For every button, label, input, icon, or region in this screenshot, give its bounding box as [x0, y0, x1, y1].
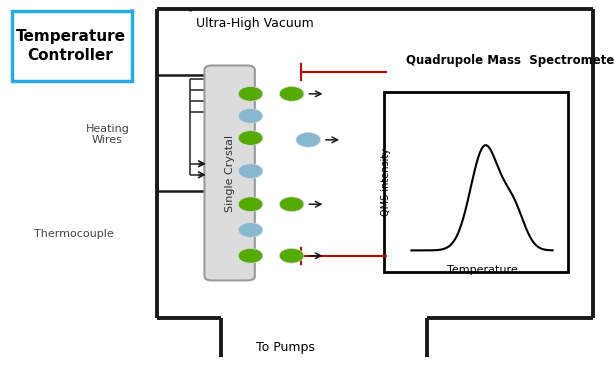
Circle shape [238, 248, 263, 263]
Text: Thermocouple: Thermocouple [34, 229, 114, 239]
Text: Temperature
Controller: Temperature Controller [15, 29, 126, 63]
Circle shape [238, 86, 263, 101]
Text: Quadrupole Mass  Spectrometer: Quadrupole Mass Spectrometer [406, 54, 614, 67]
Circle shape [279, 86, 304, 101]
Bar [384, 92, 568, 272]
Circle shape [238, 197, 263, 212]
Text: Temperature: Temperature [446, 265, 518, 276]
Text: Ultra-High Vacuum: Ultra-High Vacuum [196, 17, 314, 31]
Circle shape [238, 131, 263, 145]
Circle shape [238, 109, 263, 123]
Text: Heating
Wires: Heating Wires [85, 124, 130, 145]
Circle shape [238, 223, 263, 237]
Circle shape [279, 197, 304, 212]
FancyBboxPatch shape [204, 66, 255, 280]
Text: To Pumps: To Pumps [256, 341, 315, 354]
Text: Single Crystal: Single Crystal [225, 134, 235, 212]
Bar [12, 11, 132, 81]
Circle shape [296, 132, 321, 147]
Text: QMS intensity: QMS intensity [381, 148, 391, 216]
Circle shape [238, 164, 263, 178]
Circle shape [279, 248, 304, 263]
